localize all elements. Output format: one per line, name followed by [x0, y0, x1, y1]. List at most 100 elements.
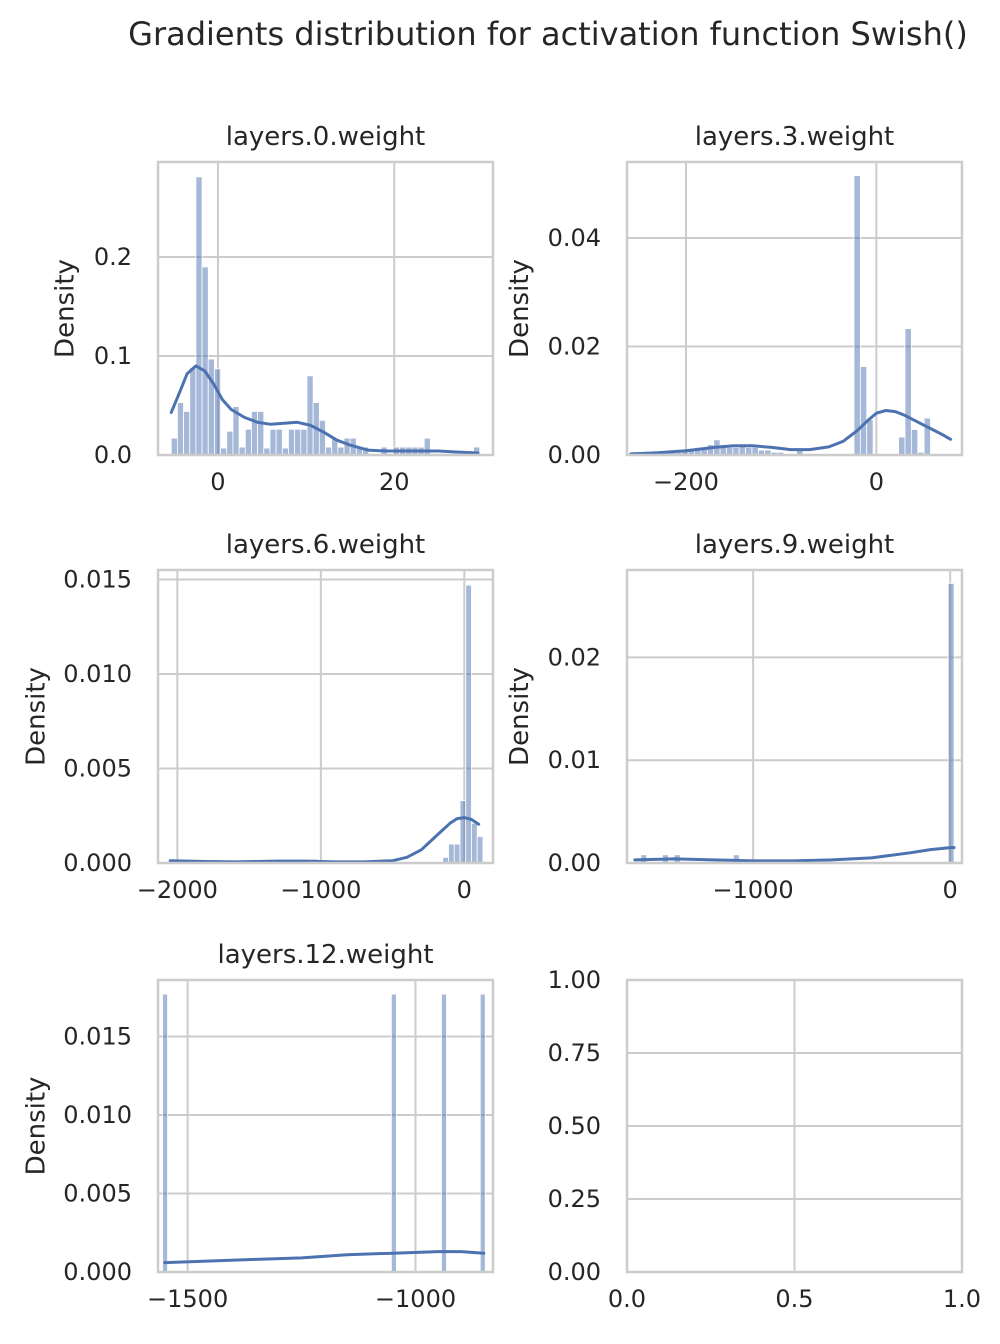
y-tick-label: 0.2 [94, 243, 132, 271]
y-tick-label: 0.005 [63, 1180, 132, 1208]
y-tick-label: 1.00 [548, 966, 601, 994]
y-axis-label: Density [51, 259, 81, 358]
x-tick-label: −200 [653, 468, 719, 496]
histogram-bar [479, 993, 486, 1273]
histogram-bar [288, 428, 296, 456]
histogram-bar [471, 822, 478, 864]
histogram-bar [923, 417, 931, 456]
y-tick-label: 0.000 [63, 849, 132, 877]
kde-curve [633, 846, 956, 863]
y-tick-label: 0.75 [548, 1039, 601, 1067]
x-tick-label: −2000 [137, 876, 218, 904]
y-tick-label: 0.000 [63, 1258, 132, 1286]
y-tick-label: 0.04 [548, 224, 601, 252]
histogram-bar [183, 411, 191, 456]
axes-frame [156, 978, 495, 1274]
kde-curve [163, 1250, 486, 1265]
kde-curve [169, 364, 480, 455]
y-axis-label: Density [22, 1077, 52, 1176]
x-tick-label: 0 [457, 876, 472, 904]
histogram-bar [251, 411, 259, 456]
y-tick-label: 0.01 [548, 746, 601, 774]
histogram-bar [318, 419, 326, 456]
histogram-bar [306, 375, 314, 456]
axes-frame [156, 568, 495, 865]
y-tick-label: 0.005 [63, 754, 132, 782]
y-tick-label: 0.010 [63, 1101, 132, 1129]
subplot-title: layers.9.weight [695, 530, 895, 560]
histogram-bar [201, 266, 209, 456]
subplot-5: −1500 −1000 0.000 0.005 0.010 0.015 layers.12.… [22, 940, 495, 1313]
x-tick-label: 0 [210, 468, 225, 496]
y-tick-label: 0.00 [548, 849, 601, 877]
y-tick-label: 0.25 [548, 1185, 601, 1213]
histogram-bar [866, 419, 874, 456]
x-tick-label: 0.5 [775, 1285, 813, 1313]
x-tick-label: −1500 [147, 1285, 228, 1313]
histogram-bar [904, 328, 912, 456]
histogram-bar [300, 428, 308, 456]
y-axis-label: Density [22, 667, 52, 766]
axes-frame [625, 568, 964, 865]
axes-frame [625, 160, 964, 457]
histogram-bar [189, 367, 197, 456]
subplot-6: 0.0 0.5 1.0 0.00 0.25 0.50 0.75 1.00 [548, 966, 982, 1313]
y-tick-label: 0.02 [548, 643, 601, 671]
histogram-bar [257, 411, 265, 456]
histogram-bar [453, 843, 461, 864]
histogram-bar [226, 430, 234, 456]
histogram-bar [853, 175, 861, 456]
histogram-bar [343, 437, 351, 456]
histogram-bar [898, 436, 906, 456]
y-axis-label: Density [505, 259, 535, 358]
histogram-bar [176, 402, 184, 456]
x-tick-label: 1.0 [943, 1285, 981, 1313]
y-tick-label: 0.02 [548, 332, 601, 360]
figure-title: Gradients distribution for activation fu… [128, 15, 968, 53]
subplot-4: −1000 0 0.00 0.01 0.02 layers.9.weight Density [505, 530, 964, 904]
histogram-bar [390, 993, 397, 1273]
y-tick-label: 0.00 [548, 1258, 601, 1286]
kde-curve [168, 816, 481, 864]
histogram-bar [269, 428, 277, 456]
y-tick-label: 0.010 [63, 660, 132, 688]
histogram-bar [214, 368, 221, 456]
axes-frame [156, 160, 495, 457]
y-tick-label: 0.0 [94, 441, 132, 469]
histogram-bar [294, 428, 302, 456]
x-tick-label: −1000 [713, 876, 794, 904]
y-tick-label: 0.00 [548, 441, 601, 469]
x-tick-label: 0 [869, 468, 884, 496]
histogram-bar [207, 358, 215, 456]
histogram-bar [275, 428, 283, 456]
y-tick-label: 0.1 [94, 342, 132, 370]
x-tick-label: −1000 [375, 1285, 456, 1313]
y-tick-label: 0.015 [63, 1023, 132, 1051]
histogram-bar [441, 993, 447, 1273]
x-tick-label: 0 [943, 876, 958, 904]
y-tick-label: 0.50 [548, 1112, 601, 1140]
subplot-title: layers.12.weight [217, 940, 433, 970]
histogram-bar [162, 993, 168, 1273]
kde-curve [629, 409, 953, 456]
histogram-bar [465, 584, 472, 864]
histogram-bar [244, 428, 252, 456]
subplot-2: −200 0 0.00 0.02 0.04 layers.3.weight Density [505, 122, 964, 496]
histogram-bar [947, 582, 955, 864]
subplot-title: layers.6.weight [226, 530, 426, 560]
subplot-title: layers.0.weight [226, 122, 426, 152]
histogram-bar [448, 843, 455, 864]
histogram-bar [476, 836, 484, 864]
y-axis-label: Density [505, 667, 535, 766]
subplot-title: layers.3.weight [695, 122, 895, 152]
subplot-1: 0 20 0.0 0.1 0.2 layers.0.weight Density [51, 122, 495, 496]
subplot-3: −2000 −1000 0 0.000 0.005 0.010 0.015 layers.6.… [22, 530, 495, 904]
x-tick-label: 0.0 [608, 1285, 646, 1313]
histogram-bar [195, 176, 203, 456]
histogram-bar [859, 366, 868, 456]
histogram-bar [910, 429, 919, 456]
histogram-bar [170, 437, 178, 456]
x-tick-label: 20 [379, 468, 410, 496]
